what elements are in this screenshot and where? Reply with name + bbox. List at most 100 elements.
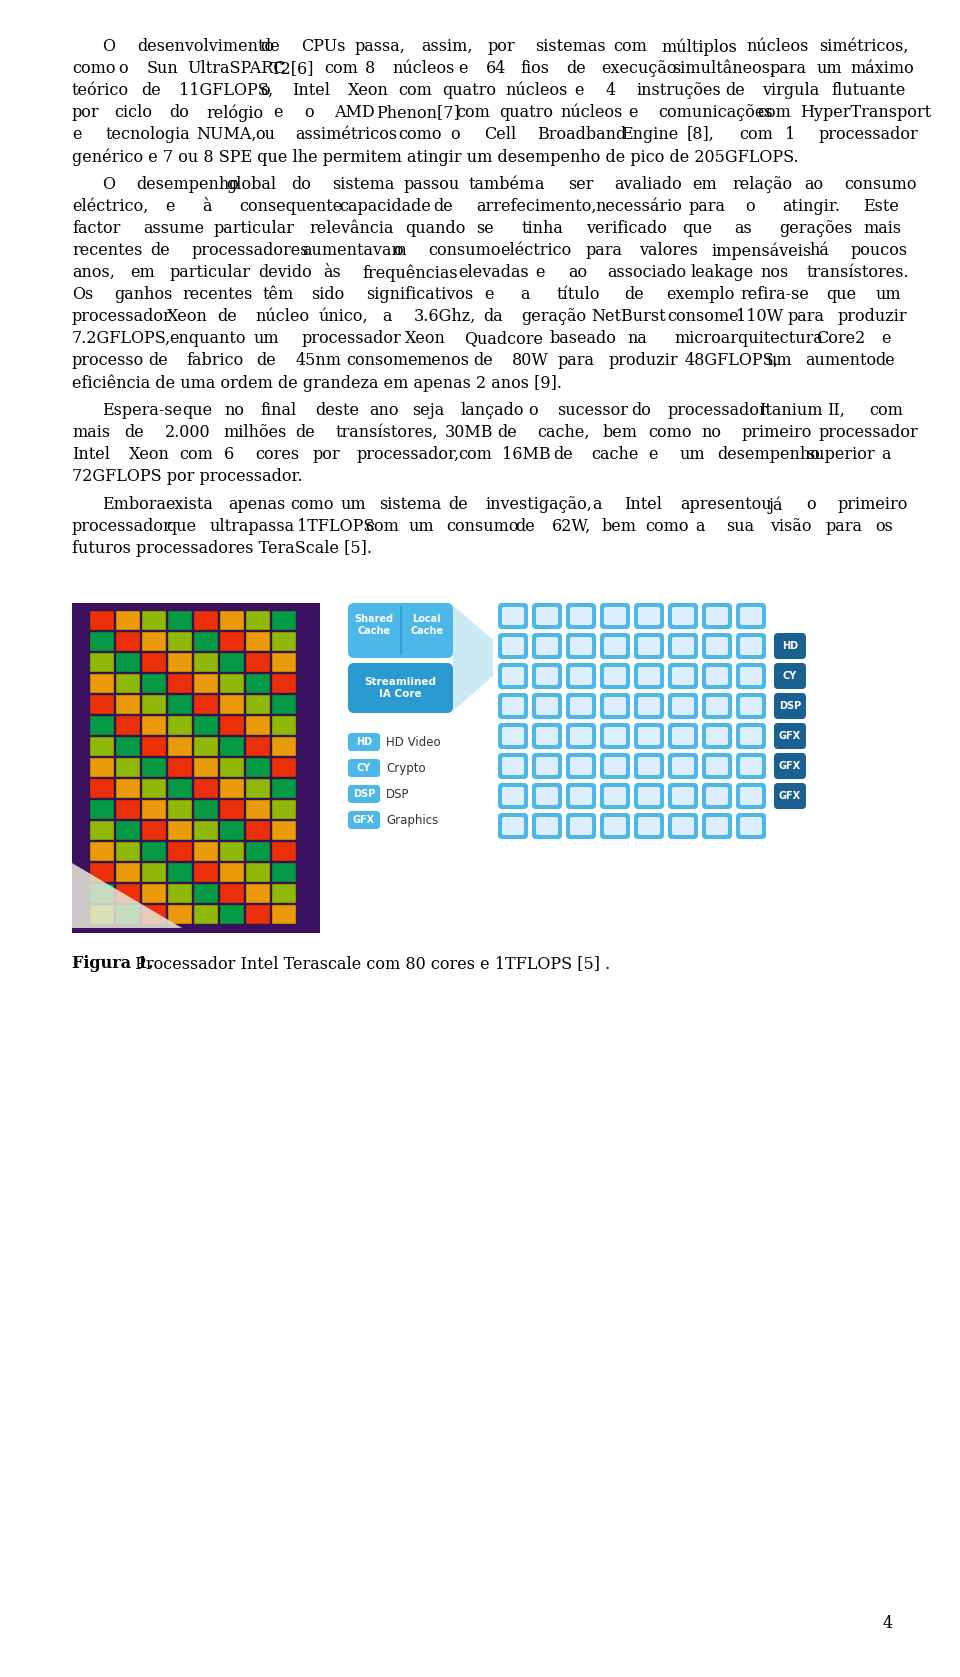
Text: transístores.: transístores. [806, 263, 909, 282]
Text: Processador Intel Terascale com 80 cores e 1TFLOPS [5] .: Processador Intel Terascale com 80 cores… [131, 954, 611, 973]
Text: primeiro: primeiro [741, 424, 811, 441]
FancyBboxPatch shape [502, 756, 524, 775]
FancyBboxPatch shape [672, 728, 694, 745]
Bar [142, 758, 166, 776]
Bar [194, 822, 218, 840]
FancyBboxPatch shape [736, 723, 766, 750]
Text: e: e [629, 104, 637, 121]
Bar [168, 822, 192, 840]
Text: final: final [260, 402, 297, 419]
Bar [246, 758, 270, 776]
FancyBboxPatch shape [604, 756, 626, 775]
Text: de: de [125, 424, 144, 441]
Text: eléctrico,: eléctrico, [72, 198, 149, 215]
Bar [90, 610, 114, 631]
Text: anos,: anos, [72, 263, 115, 282]
Bar [220, 632, 244, 651]
Bar [220, 884, 244, 902]
Text: impensáveis: impensáveis [711, 241, 812, 260]
Text: investigação,: investigação, [486, 496, 592, 513]
Text: geração: geração [521, 309, 587, 325]
Bar [116, 822, 140, 840]
Bar [194, 780, 218, 798]
Text: de: de [295, 424, 315, 441]
Text: lançado: lançado [461, 402, 524, 419]
Text: processador: processador [72, 309, 172, 325]
Bar [90, 674, 114, 693]
Bar [142, 780, 166, 798]
Text: Shared
Cache: Shared Cache [354, 614, 394, 636]
Text: que: que [181, 402, 212, 419]
Bar [168, 800, 192, 818]
Text: título: título [556, 287, 600, 304]
Text: o: o [119, 60, 129, 77]
FancyBboxPatch shape [774, 783, 806, 808]
FancyBboxPatch shape [702, 783, 732, 808]
Text: verificado: verificado [587, 220, 667, 236]
FancyBboxPatch shape [634, 753, 664, 780]
Text: eficiência de uma ordem de grandeza em apenas 2 anos [9].: eficiência de uma ordem de grandeza em a… [72, 374, 562, 391]
FancyBboxPatch shape [498, 662, 528, 689]
FancyBboxPatch shape [634, 604, 664, 629]
FancyBboxPatch shape [702, 693, 732, 719]
Text: como: como [649, 424, 692, 441]
Text: Crypto: Crypto [386, 761, 425, 775]
Text: significativos: significativos [366, 287, 473, 304]
Text: consequente: consequente [240, 198, 343, 215]
Text: exemplo: exemplo [666, 287, 734, 304]
Bar [272, 716, 296, 735]
Text: a: a [534, 176, 543, 193]
Bar [272, 884, 296, 902]
Text: recentes: recentes [182, 287, 252, 304]
FancyBboxPatch shape [532, 753, 562, 780]
FancyBboxPatch shape [634, 813, 664, 838]
Text: consome: consome [667, 309, 738, 325]
FancyBboxPatch shape [706, 698, 728, 714]
FancyBboxPatch shape [706, 728, 728, 745]
Text: também: também [468, 176, 535, 193]
Bar [220, 736, 244, 756]
FancyBboxPatch shape [672, 637, 694, 656]
Bar [272, 800, 296, 818]
FancyBboxPatch shape [706, 787, 728, 805]
FancyBboxPatch shape [348, 760, 380, 776]
Bar [194, 884, 218, 902]
Text: já: já [769, 496, 783, 513]
Text: por: por [488, 39, 515, 55]
Bar [246, 736, 270, 756]
Text: fabrico: fabrico [187, 352, 244, 369]
Text: um: um [680, 446, 706, 463]
FancyBboxPatch shape [566, 662, 596, 689]
FancyBboxPatch shape [668, 783, 698, 808]
Text: 110W: 110W [736, 309, 783, 325]
Text: e: e [72, 126, 82, 143]
Bar [272, 736, 296, 756]
Text: necessário: necessário [595, 198, 683, 215]
Bar [220, 674, 244, 693]
Text: consumo: consumo [428, 241, 500, 258]
Text: Os: Os [72, 287, 93, 304]
Text: que: que [682, 220, 712, 236]
Bar [168, 610, 192, 631]
FancyBboxPatch shape [570, 817, 592, 835]
Text: núcleos: núcleos [561, 104, 623, 121]
FancyBboxPatch shape [672, 607, 694, 626]
Text: ou: ou [255, 126, 275, 143]
Text: NUMA,: NUMA, [196, 126, 256, 143]
FancyBboxPatch shape [536, 698, 558, 714]
FancyBboxPatch shape [570, 787, 592, 805]
Text: virgula: virgula [762, 82, 820, 99]
Text: flutuante: flutuante [831, 82, 906, 99]
Text: bem: bem [602, 424, 637, 441]
Text: Intel: Intel [624, 496, 662, 513]
Bar [168, 652, 192, 672]
Bar [116, 694, 140, 714]
FancyBboxPatch shape [672, 667, 694, 684]
Text: 30MB: 30MB [444, 424, 492, 441]
Text: Figura 1.: Figura 1. [72, 954, 154, 973]
Text: gerações: gerações [780, 220, 852, 236]
Text: de: de [553, 446, 572, 463]
Text: 16MB: 16MB [502, 446, 551, 463]
Text: o: o [260, 82, 270, 99]
Text: II,: II, [827, 402, 845, 419]
